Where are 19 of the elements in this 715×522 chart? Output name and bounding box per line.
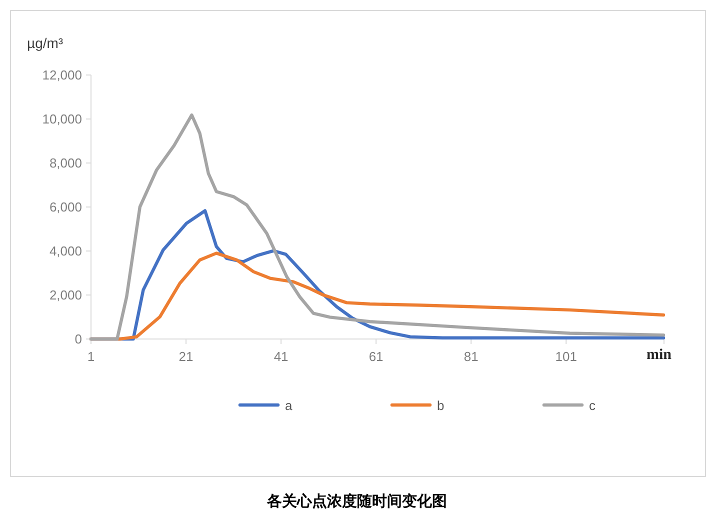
y-tick-label: 2,000 xyxy=(49,288,82,302)
x-tick-label: 41 xyxy=(274,349,288,364)
x-tick-label: 21 xyxy=(178,349,194,364)
legend-label: a xyxy=(285,398,293,413)
y-axis-title: µg/m³ xyxy=(27,35,64,51)
x-tick-label: 101 xyxy=(555,349,577,364)
x-axis-title: min xyxy=(646,347,672,363)
y-tick-label: 4,000 xyxy=(49,244,82,258)
y-tick-label: 6,000 xyxy=(49,200,82,214)
x-tick-label: 81 xyxy=(464,349,478,364)
legend-label: c xyxy=(589,398,596,413)
y-tick-label: 12,000 xyxy=(42,68,82,82)
x-tick-label: 61 xyxy=(368,349,384,364)
text: 各关心点浓度随时间变化图 xyxy=(266,492,447,510)
y-tick-label: 10,000 xyxy=(42,112,82,126)
y-tick-label: 8,000 xyxy=(49,156,82,170)
y-tick-label: 0 xyxy=(74,332,82,346)
legend-label: b xyxy=(437,398,444,413)
x-tick-label: 1 xyxy=(87,349,95,364)
